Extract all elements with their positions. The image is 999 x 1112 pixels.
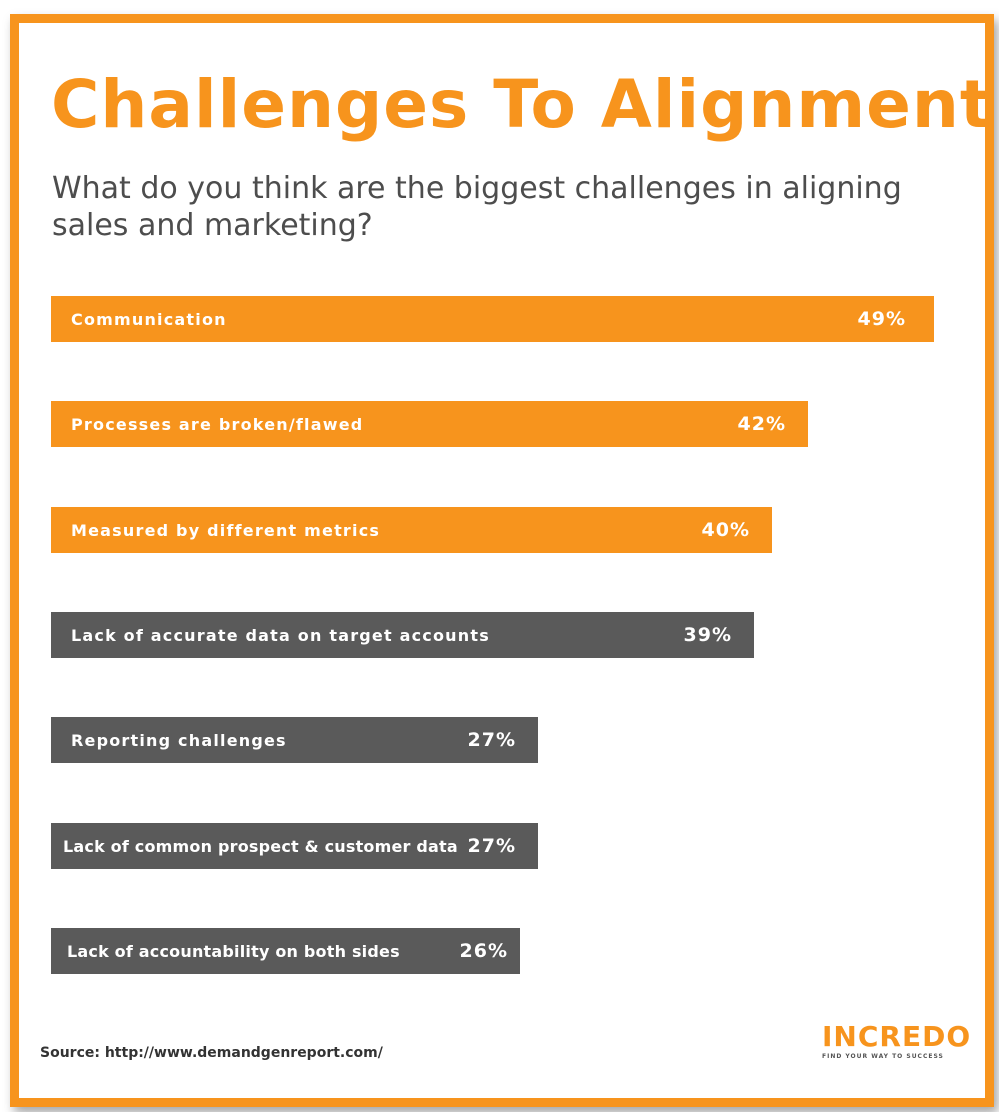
bar-6: Lack of common prospect & customer data 2…: [51, 823, 538, 869]
bar-value-label: 39%: [683, 624, 732, 646]
logo-wordmark: INCREDO: [822, 1022, 970, 1052]
bar-label: Lack of accountability on both sides: [67, 941, 400, 961]
chart-title: Challenges To Alignment: [51, 66, 993, 143]
chart-subtitle: What do you think are the biggest challe…: [52, 171, 902, 243]
bar-label: Reporting challenges: [71, 730, 287, 750]
bar-2: Processes are broken/flawed 42%: [51, 401, 808, 447]
bar-value-label: 49%: [857, 308, 906, 330]
bar-label: Lack of common prospect & customer data: [63, 836, 458, 856]
bar-label: Measured by different metrics: [71, 520, 381, 540]
bar-label: Processes are broken/flawed: [71, 414, 364, 434]
infographic-frame: [10, 14, 994, 1107]
bar-4: Lack of accurate data on target accounts…: [51, 612, 754, 658]
bar-value-label: 27%: [467, 729, 516, 751]
bar-3: Measured by different metrics 40%: [51, 507, 772, 553]
bar-label: Communication: [71, 309, 227, 329]
bar-value-label: 42%: [737, 413, 786, 435]
bar-value-label: 40%: [701, 519, 750, 541]
logo-tagline: FIND YOUR WAY TO SUCCESS: [822, 1053, 944, 1060]
bar-value-label: 27%: [467, 835, 516, 857]
bar-7: Lack of accountability on both sides 26%: [51, 928, 520, 974]
logo-text: INCREDO: [822, 1020, 972, 1053]
incredo-logo: INCREDO FIND YOUR WAY TO SUCCESS: [822, 1022, 970, 1068]
bar-label: Lack of accurate data on target accounts: [71, 625, 490, 645]
bar-value-label: 26%: [459, 940, 508, 962]
bar-5: Reporting challenges 27%: [51, 717, 538, 763]
bar-1: Communication 49%: [51, 296, 934, 342]
source-note: Source: http://www.demandgenreport.com/: [40, 1045, 383, 1061]
